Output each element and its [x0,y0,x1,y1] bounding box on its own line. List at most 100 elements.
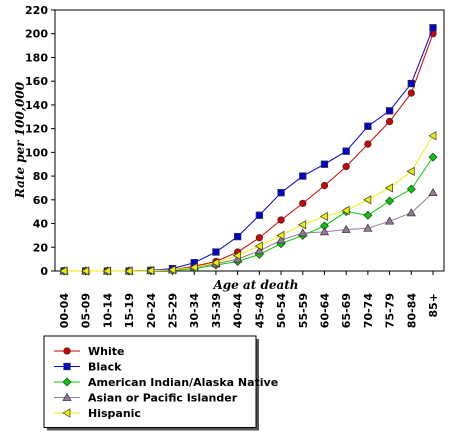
series-line-black [64,27,434,272]
x-tick-label: 80-84 [405,293,418,329]
data-point-hispanic [319,211,328,222]
legend-item-hispanic: Hispanic [54,407,141,420]
data-point-hispanic [363,195,372,205]
data-point-hispanic [341,205,350,216]
data-point-hispanic [81,266,90,276]
y-axis: 0 20 40 60 80 100 120 140 160 180 200 220 [25,4,55,278]
data-point-black [342,147,350,155]
legend-marker [62,408,71,418]
y-tick-label: 140 [25,99,48,112]
data-point-hispanic [428,131,437,141]
y-tick-label: 80 [33,170,49,183]
legend-item-american-indian-alaska-native: American Indian/Alaska Native [54,376,278,389]
series-hispanic [59,131,437,276]
data-point-hispanic [232,250,241,261]
data-point-american-indian-alaska-native [363,210,373,220]
data-point-black [299,172,307,180]
data-point-black [320,160,329,168]
x-tick-label: 40-44 [232,293,245,329]
series-american-indian-alaska-native [59,152,438,276]
series-line-american-indian-alaska-native [64,156,434,272]
data-point-hispanic [384,183,393,193]
legend-marker [62,392,72,401]
series-line-asian-or-pacific-islander [64,192,434,272]
series-line-hispanic [64,135,434,272]
data-point-hispanic [124,266,133,276]
data-point-asian-or-pacific-islander [341,224,351,233]
data-point-asian-or-pacific-islander [276,235,286,244]
data-point-hispanic [211,258,220,268]
data-point-white [320,181,329,190]
data-point-white [277,216,285,224]
x-axis: 00-04 05-09 10-14 15-19 20-24 25-29 30-34 35-39… [58,271,440,328]
data-point-black [233,232,242,241]
plot-area [54,9,445,272]
legend-label: American Indian/Alaska Native [88,376,278,389]
data-point-white [407,89,415,97]
y-tick-label: 60 [33,194,49,207]
y-tick-label: 20 [33,241,49,254]
x-tick-label: 60-64 [318,293,331,329]
data-point-white [342,162,350,171]
x-tick-label: 15-19 [123,293,136,328]
x-tick-label: 50-54 [275,293,288,329]
data-point-hispanic [167,265,176,275]
data-point-black [385,107,394,115]
data-point-asian-or-pacific-islander [254,246,264,255]
data-point-hispanic [189,262,198,273]
x-tick-label: 05-09 [80,293,93,328]
x-tick-label: 75-79 [384,293,397,328]
data-point-black [277,189,285,197]
x-tick-label: 20-24 [145,293,158,329]
legend-label: Black [88,361,122,374]
y-tick-label: 160 [25,75,48,88]
data-point-hispanic [102,266,111,276]
legend-marker [62,377,72,387]
x-tick-label: 65-69 [340,293,353,328]
data-point-hispanic [276,230,285,241]
x-tick-label: 70-74 [362,293,375,329]
y-tick-label: 0 [40,265,48,278]
data-point-white [385,117,394,126]
legend-label: Asian or Pacific Islander [88,392,238,405]
legend-marker [63,347,71,355]
data-point-asian-or-pacific-islander [319,227,330,236]
x-tick-label: 55-59 [297,293,310,328]
legend-label: White [88,345,124,358]
y-tick-label: 100 [25,146,48,159]
legend-item-white: White [54,345,124,358]
series-line-white [64,33,434,272]
data-point-hispanic [298,220,307,230]
y-tick-label: 40 [33,218,49,231]
x-tick-label: 00-04 [58,293,71,329]
y-tick-label: 220 [25,4,48,17]
data-point-asian-or-pacific-islander [363,223,373,232]
x-axis-title: Age at death [212,278,298,292]
series-black [60,24,437,275]
data-point-american-indian-alaska-native [385,196,395,206]
data-point-american-indian-alaska-native [428,152,438,162]
legend-label: Hispanic [88,407,141,420]
data-point-white [299,199,307,208]
data-point-hispanic [406,166,415,176]
series-white [60,30,437,275]
data-point-hispanic [59,266,68,276]
y-tick-label: 200 [25,28,48,41]
data-point-hispanic [146,266,155,276]
y-axis-title: Rate per 100,000 [13,81,27,199]
x-tick-label: 25-29 [167,293,180,328]
x-tick-label: 35-39 [210,293,223,328]
data-point-hispanic [254,241,263,251]
data-point-black [212,248,220,256]
y-tick-label: 120 [25,123,48,136]
data-point-black [407,79,415,88]
x-tick-label: 10-14 [101,293,114,329]
series-asian-or-pacific-islander [59,187,438,275]
data-point-black [364,122,372,130]
x-tick-label: 30-34 [188,293,201,329]
data-point-black [429,24,437,32]
data-point-asian-or-pacific-islander [384,216,395,225]
data-point-white [255,234,264,242]
data-point-asian-or-pacific-islander [406,208,416,217]
data-point-black [255,211,264,219]
